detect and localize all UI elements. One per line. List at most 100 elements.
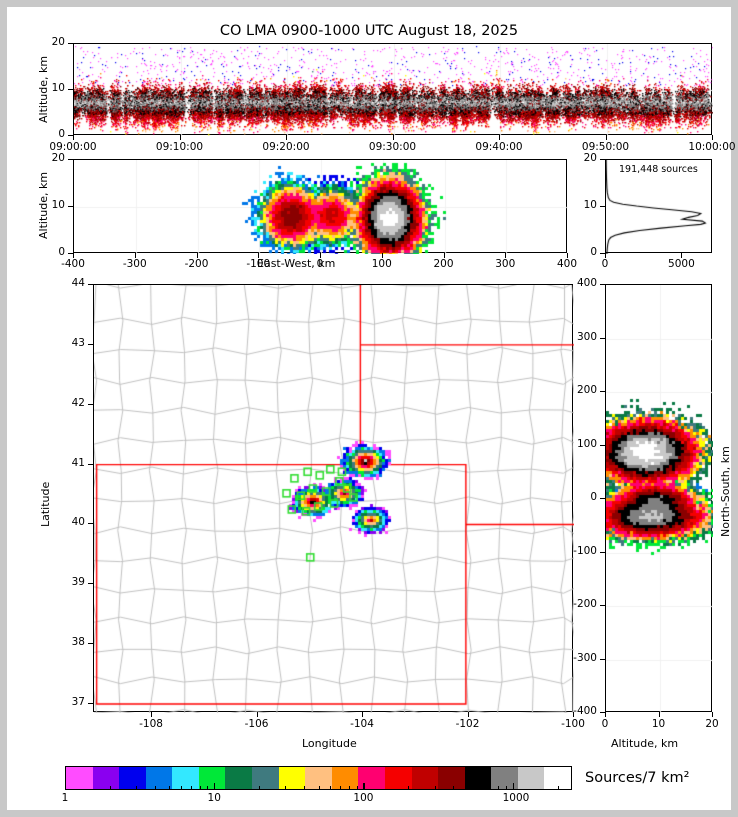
axis-tick [600, 712, 605, 713]
colorbar-major-tick [363, 783, 365, 790]
colorbar-minor-tick [505, 786, 507, 790]
colorbar-minor-tick [356, 786, 358, 790]
altitude-tick-label: 10 [51, 82, 65, 94]
latitude-tick-label: 38 [71, 636, 85, 649]
figure-title: CO LMA 0900-1000 UTC August 18, 2025 [219, 23, 519, 39]
map-xlabel: Longitude [302, 737, 357, 750]
north-south-tick-label: 200 [576, 384, 597, 396]
axis-tick [712, 712, 713, 717]
east-west-height-panel [73, 159, 568, 254]
east-west-tick-label: -300 [122, 258, 147, 270]
axis-tick [600, 444, 605, 446]
axis-tick [600, 253, 605, 254]
axis-tick [600, 337, 605, 339]
altitude-tick-label: 0 [58, 246, 65, 258]
colorbar-minor-tick [169, 786, 171, 790]
colorbar-segment-1 [92, 767, 120, 789]
altitude-tick-label: 20 [51, 36, 65, 48]
altitude-histogram-panel [605, 159, 713, 254]
histogram-tick-label: 0 [601, 258, 609, 270]
latitude-tick-label: 40 [71, 516, 85, 529]
longitude-tick-label: -104 [350, 718, 374, 730]
colorbar-tick-label: 10 [207, 792, 221, 804]
axis-tick [505, 253, 507, 258]
latitude-tick-label: 42 [71, 396, 85, 409]
map-heatmap [94, 285, 574, 713]
axis-tick [605, 253, 606, 258]
axis-tick [600, 498, 605, 499]
time-tick-label: 09:40:00 [475, 141, 523, 153]
north-south-tick-label: 300 [576, 330, 597, 343]
axis-tick [381, 253, 383, 258]
axis-tick [68, 43, 73, 44]
colorbar-minor-tick [181, 786, 183, 790]
axis-tick [151, 712, 153, 717]
colorbar-segment-7 [252, 767, 279, 789]
altitude-tick-label: 0 [590, 246, 597, 258]
axis-tick [573, 712, 574, 717]
colorbar-major-tick [65, 783, 67, 790]
axis-tick [600, 605, 605, 606]
altitude-tick-label: 10 [583, 199, 597, 211]
east-west-tick-label: -200 [184, 258, 209, 270]
axis-tick [196, 253, 198, 258]
latitude-tick-label: 44 [71, 277, 85, 289]
axis-tick [68, 89, 73, 90]
axis-tick [467, 712, 469, 717]
east-west-tick-label: 200 [433, 258, 454, 270]
colorbar-segment-3 [145, 767, 173, 789]
axis-tick [320, 253, 321, 258]
longitude-tick-label: -106 [244, 718, 269, 730]
colorbar-segment-18 [544, 767, 571, 789]
time-tick-label: 09:00:00 [49, 141, 97, 153]
colorbar-segment-0 [66, 767, 93, 789]
axis-tick [443, 253, 445, 258]
colorbar-minor-tick [557, 786, 559, 790]
colorbar-minor-tick [259, 786, 261, 790]
east-west-xlabel: East-West, km [257, 257, 336, 270]
axis-tick [68, 135, 73, 136]
latitude-tick-label: 39 [71, 576, 85, 589]
time-tick-label: 10:00:00 [688, 141, 736, 153]
altitude-tick-label: 0 [601, 718, 609, 730]
east-west-tick-label: -400 [61, 258, 85, 270]
colorbar-minor-tick [318, 786, 320, 790]
colorbar-segment-10 [331, 767, 359, 789]
north-south-tick-label: 400 [576, 277, 597, 289]
colorbar-major-tick [214, 783, 216, 790]
colorbar-minor-tick [285, 786, 287, 790]
source-count-annotation: 191,448 sources [619, 164, 698, 175]
axis-tick [600, 658, 605, 660]
colorbar-minor-tick [498, 786, 500, 790]
axis-tick [68, 159, 73, 160]
colorbar-segment-5 [198, 767, 226, 789]
lma-figure: CO LMA 0900-1000 UTC August 18, 2025 Alt… [7, 7, 736, 810]
colorbar-segment-14 [438, 767, 465, 789]
axis-tick [600, 284, 605, 285]
axis-tick [712, 135, 713, 140]
colorbar-minor-tick [489, 786, 491, 790]
colorbar-minor-tick [109, 786, 111, 790]
axis-tick [286, 135, 287, 140]
colorbar-minor-tick [340, 786, 342, 790]
colorbar-segment-15 [464, 767, 492, 789]
colorbar-tick-label: 100 [353, 792, 374, 804]
colorbar-segment-13 [411, 767, 439, 789]
altitude-tick-label: 20 [583, 152, 597, 164]
time-tick-label: 09:20:00 [262, 141, 310, 153]
colorbar-segment-6 [225, 767, 253, 789]
altitude-north-south-panel [605, 284, 713, 713]
altitude-tick-label: 10 [51, 199, 65, 211]
east-west-tick-label: -100 [246, 258, 271, 270]
latitude-tick-label: 37 [71, 696, 85, 709]
axis-tick [88, 463, 93, 465]
colorbar-minor-tick [154, 786, 156, 790]
colorbar-segment-12 [384, 767, 412, 789]
histogram-tick-label: 5000 [668, 258, 695, 270]
axis-tick [88, 703, 93, 705]
axis-tick [179, 135, 181, 140]
axis-tick [88, 343, 93, 345]
axis-tick [256, 712, 258, 717]
colorbar-minor-tick [467, 786, 469, 790]
axis-tick [258, 253, 260, 258]
